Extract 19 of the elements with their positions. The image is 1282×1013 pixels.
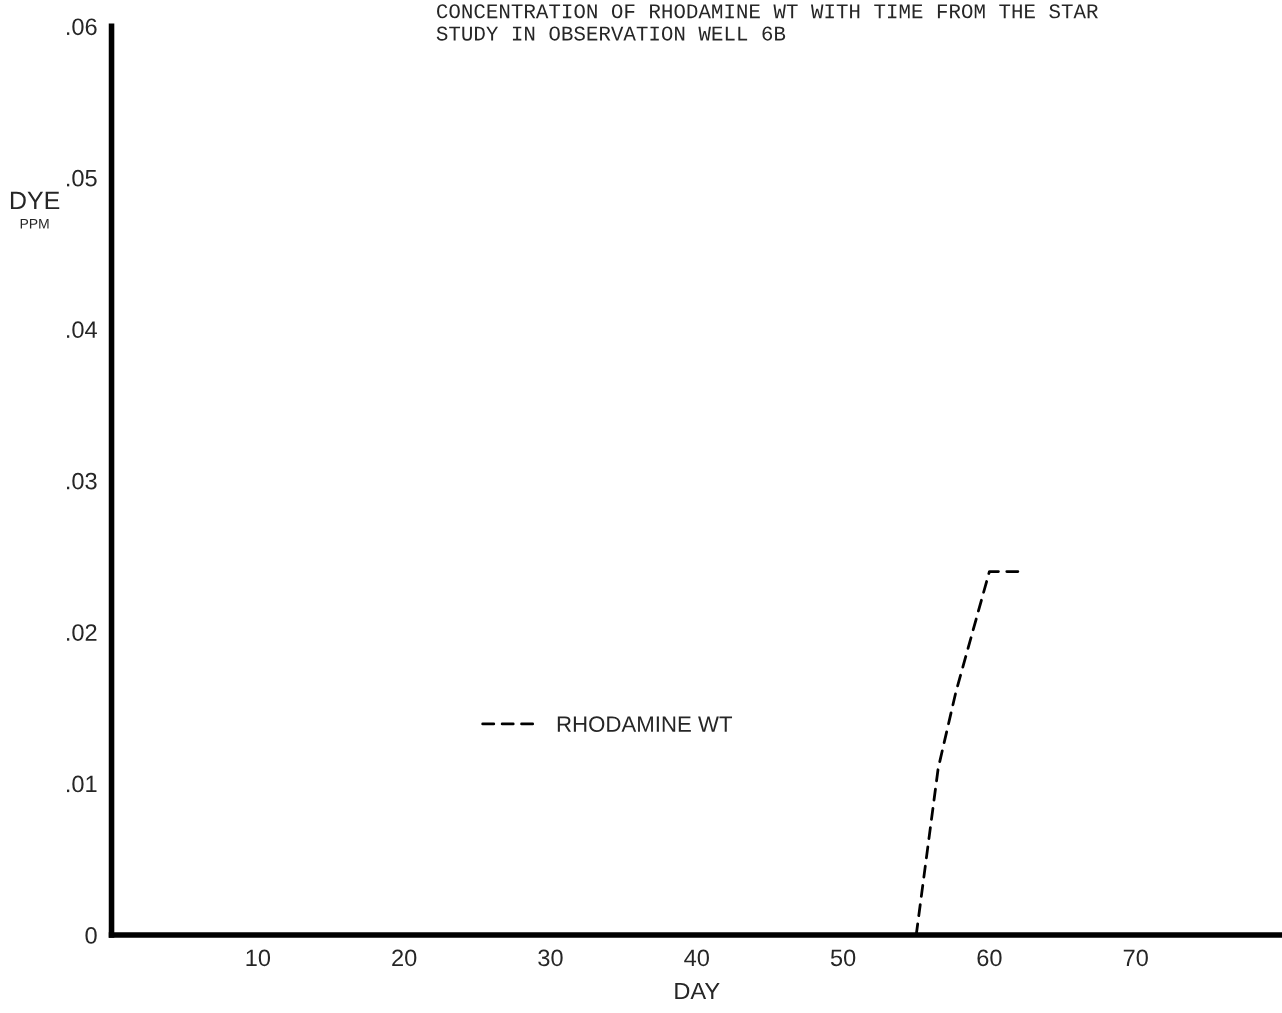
y-tick-label: .04 [66,321,97,339]
legend-label: RHODAMINE WT [557,716,733,732]
x-tick-label: 10 [246,949,271,967]
y-tick-label: .03 [66,472,97,490]
x-tick-label: 30 [538,949,563,967]
y-tick-label: .02 [66,624,97,641]
y-tick-label: .05 [66,169,97,187]
y-axis-title: DYE PPM [10,191,60,229]
x-tick-label: 20 [392,949,417,967]
x-axis-title: DAY [675,982,720,1000]
chart-title: CONCENTRATION OF RHODAMINE WT WITH TIME FROM THE STAR [437,4,1098,19]
y-tick-label: .06 [66,18,97,36]
x-tick-label: 60 [977,949,1002,967]
y-tick-label: 0 [85,927,97,944]
x-tick-label: 50 [830,949,856,967]
chart-subtitle: STUDY IN OBSERVATION WELL 6B [436,26,786,41]
x-tick-label: 70 [1123,949,1148,967]
x-tick-label: 40 [684,949,709,967]
y-tick-label: .01 [66,775,97,793]
